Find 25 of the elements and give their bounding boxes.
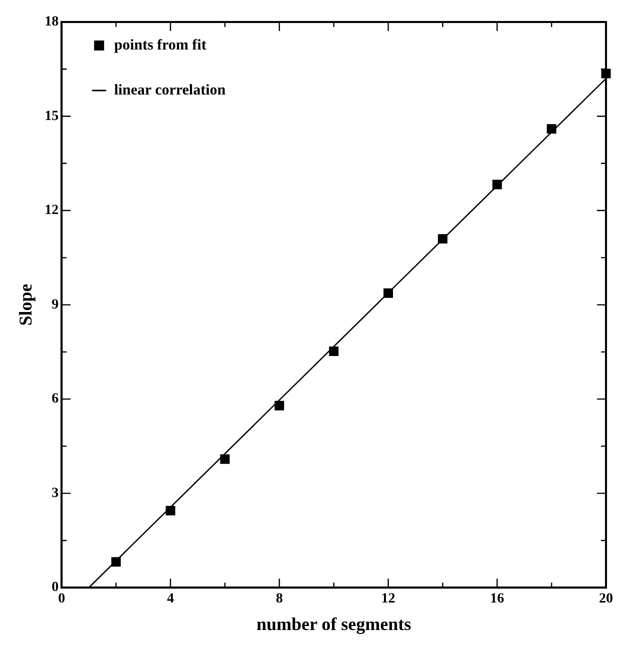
y-tick-label: 3	[52, 486, 59, 501]
x-tick-label: 20	[599, 592, 613, 607]
point	[111, 557, 121, 567]
point	[438, 234, 448, 244]
x-tick-label: 8	[276, 592, 283, 607]
y-tick-label: 0	[52, 580, 59, 596]
x-tick-label: 4	[166, 592, 174, 607]
point	[220, 454, 230, 464]
y-axis-title: Slope	[15, 284, 36, 326]
legend-label: linear correlation	[114, 82, 226, 98]
y-tick-label: 6	[52, 392, 59, 407]
point	[384, 288, 393, 298]
legend-label: points from fit	[114, 37, 206, 54]
y-tick-label: 15	[44, 108, 59, 124]
x-tick-label: 16	[490, 592, 504, 607]
point	[274, 400, 284, 410]
y-tick-label: 18	[44, 14, 59, 30]
point	[492, 180, 502, 190]
point	[166, 506, 176, 516]
point	[329, 346, 339, 356]
x-axis-title: number of segments	[256, 614, 412, 634]
point	[546, 124, 556, 134]
y-tick-label: 9	[52, 297, 59, 312]
x-tick-label: 12	[381, 592, 396, 607]
y-tick-label: 12	[44, 203, 59, 218]
